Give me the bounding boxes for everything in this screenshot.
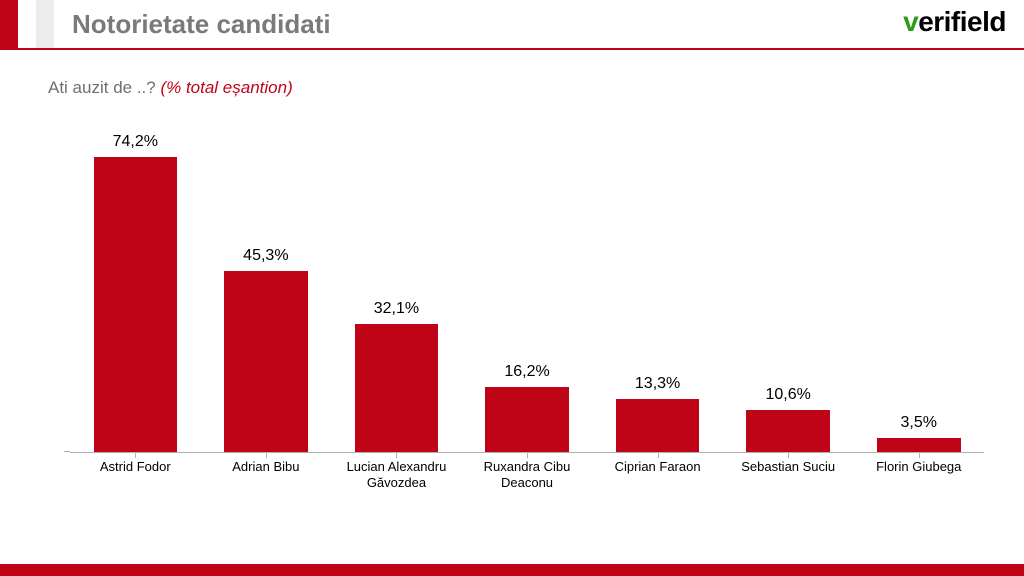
bar (355, 324, 439, 452)
bar-value-label: 3,5% (901, 414, 937, 432)
bar-value-label: 74,2% (113, 133, 158, 151)
x-tick (266, 452, 267, 458)
x-axis-label: Ciprian Faraon (592, 459, 723, 490)
bar-chart: 74,2% 45,3% 32,1% 16,2% 13,3% 10,6% 3,5% Astri… (70, 133, 984, 503)
bar-value-label: 45,3% (243, 247, 288, 265)
page-title: Notorietate candidati (72, 9, 331, 40)
x-axis-label: Florin Giubega (853, 459, 984, 490)
bar (616, 399, 700, 452)
bar (746, 410, 830, 452)
bar-value-label: 13,3% (635, 375, 680, 393)
bar-slot: 13,3% (592, 133, 723, 452)
bar-slot: 3,5% (853, 133, 984, 452)
header-grey-block (36, 0, 54, 48)
bar-slot: 16,2% (462, 133, 593, 452)
header: Notorietate candidati verifield (0, 0, 1024, 48)
x-tick (919, 452, 920, 458)
x-axis-label: Sebastian Suciu (723, 459, 854, 490)
x-axis-labels: Astrid FodorAdrian BibuLucian Alexandru … (70, 459, 984, 490)
bar-slot: 74,2% (70, 133, 201, 452)
bar (224, 271, 308, 452)
footer-accent-bar (0, 564, 1024, 576)
brand-logo: verifield (903, 6, 1006, 38)
bar (485, 387, 569, 452)
x-axis-label: Adrian Bibu (201, 459, 332, 490)
bar-slot: 32,1% (331, 133, 462, 452)
bar (877, 438, 961, 452)
x-tick (527, 452, 528, 458)
x-tick (396, 452, 397, 458)
header-underline (0, 48, 1024, 50)
subtitle: Ati auzit de ..? (% total eșantion) (48, 78, 1024, 98)
header-accent-block (0, 0, 18, 48)
bar-slot: 10,6% (723, 133, 854, 452)
bar-value-label: 16,2% (504, 363, 549, 381)
x-tick (658, 452, 659, 458)
logo-v: v (903, 6, 918, 37)
x-axis-label: Lucian Alexandru Găvozdea (331, 459, 462, 490)
x-axis-label: Astrid Fodor (70, 459, 201, 490)
x-axis-label: Ruxandra Cibu Deaconu (462, 459, 593, 490)
bar-slot: 45,3% (201, 133, 332, 452)
x-tick (135, 452, 136, 458)
subtitle-main: Ati auzit de ..? (48, 78, 160, 97)
plot-area: 74,2% 45,3% 32,1% 16,2% 13,3% 10,6% 3,5% (70, 133, 984, 453)
subtitle-note: (% total eșantion) (160, 78, 292, 97)
logo-rest: erifield (918, 6, 1006, 37)
bar (94, 157, 178, 452)
bar-value-label: 32,1% (374, 300, 419, 318)
x-tick (788, 452, 789, 458)
bar-value-label: 10,6% (765, 386, 810, 404)
header-spacer (18, 0, 36, 48)
